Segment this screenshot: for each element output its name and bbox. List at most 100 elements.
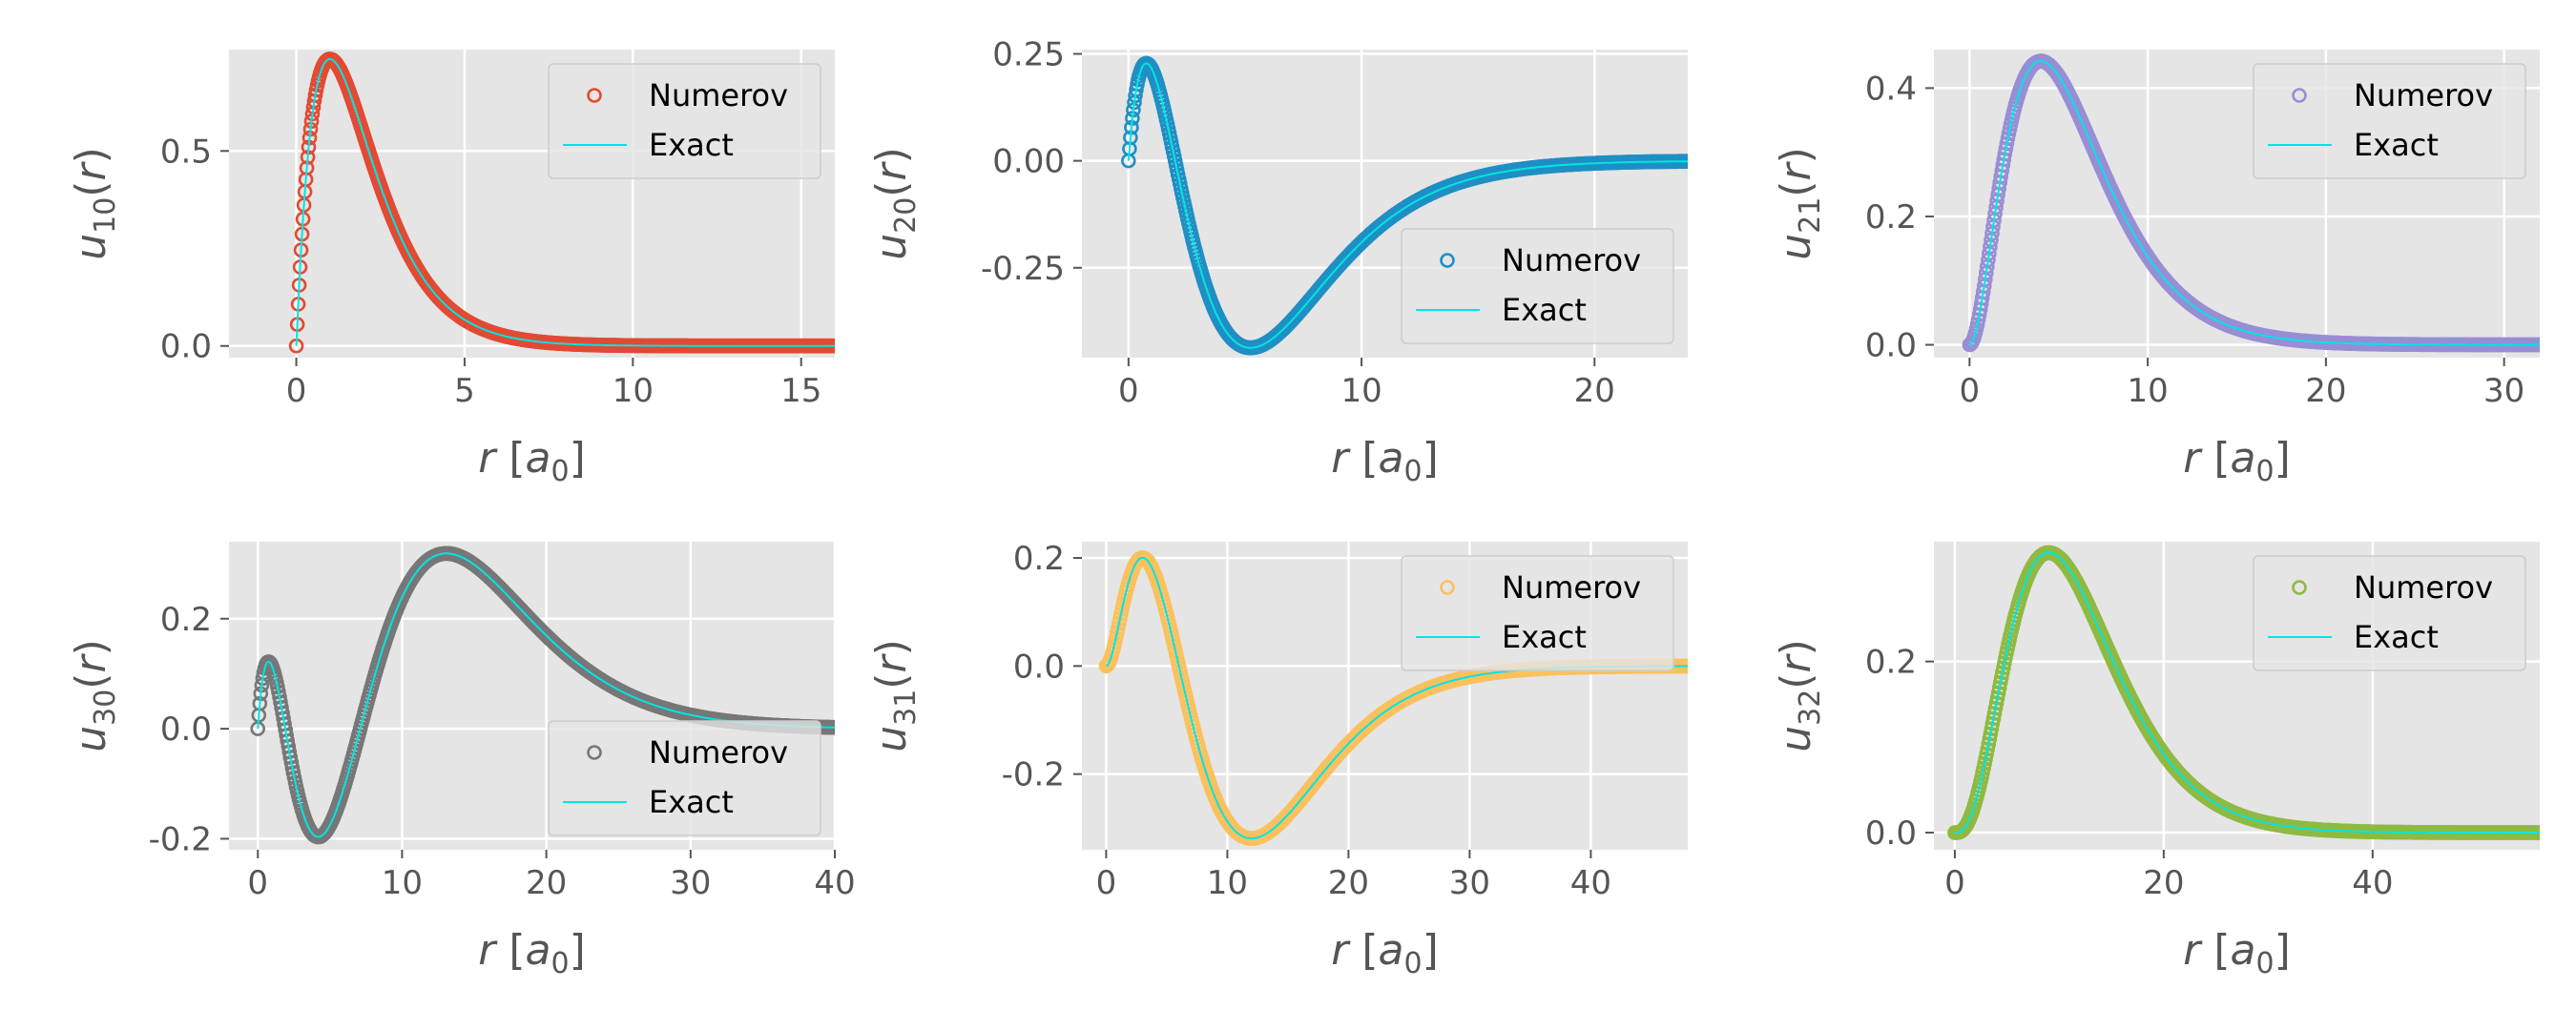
- legend-label-numerov: Numerov: [649, 77, 788, 113]
- x-tick-label: 10: [2127, 372, 2168, 410]
- numerov-point: [1704, 155, 1716, 168]
- panel-u30: 0 10 20 30 40 -0.2 0.0 0.2 r [a0] u30(r) Numerov Ex…: [67, 542, 856, 980]
- numerov-point: [852, 340, 864, 352]
- numerov-point: [1699, 155, 1712, 168]
- numerov-point: [1693, 155, 1706, 168]
- numerov-point: [2545, 339, 2558, 351]
- numerov-point: [846, 340, 859, 352]
- numerov-point: [856, 340, 868, 352]
- numerov-point: [2537, 339, 2540, 351]
- legend-box: [1401, 555, 1674, 671]
- x-tick-label: 0: [1944, 864, 1965, 902]
- y-tick-label: 0.0: [1013, 648, 1065, 686]
- panel-u21: 0 10 20 30 0.0 0.2 0.4 r [a0] u21(r) Numerov Exact: [1772, 50, 2563, 488]
- y-tick-label: 0.5: [160, 133, 212, 171]
- numerov-point: [1685, 660, 1688, 672]
- numerov-point: [2550, 339, 2563, 351]
- numerov-point: [1696, 155, 1709, 168]
- numerov-point: [843, 340, 856, 352]
- numerov-point: [2541, 827, 2553, 839]
- numerov-point: [2547, 339, 2560, 351]
- x-tick-label: 0: [247, 864, 268, 902]
- numerov-point: [2549, 339, 2562, 351]
- y-tick-label: 0.4: [1865, 70, 1917, 108]
- numerov-point: [841, 722, 854, 734]
- x-tick-label: 0: [1096, 864, 1117, 902]
- panel-u10: 0 5 10 15 0.0 0.5 r [a0] u10(r) Numerov Exact: [67, 50, 871, 488]
- x-tick-label: 20: [1574, 372, 1615, 410]
- legend-marker-numerov: [587, 745, 602, 760]
- x-axis-label: r [a0]: [1331, 926, 1438, 980]
- numerov-point: [1687, 664, 1688, 669]
- x-tick-label: 10: [382, 864, 423, 902]
- y-tick-label: -0.2: [149, 820, 212, 858]
- numerov-point: [2542, 827, 2554, 839]
- y-tick-label: 0.25: [992, 35, 1065, 73]
- numerov-point: [859, 340, 871, 352]
- numerov-point: [832, 340, 835, 352]
- x-tick-label: 5: [454, 372, 475, 410]
- x-tick-label: 30: [670, 864, 711, 902]
- panel-u32: 0 20 40 0.0 0.2 r [a0] u32(r) Numerov Exact: [1772, 542, 2554, 980]
- numerov-point: [847, 340, 860, 352]
- legend-label-exact: Exact: [1502, 619, 1587, 655]
- y-axis-label: u31(r): [867, 639, 923, 752]
- numerov-point: [848, 340, 861, 352]
- legend-box: [2253, 63, 2526, 179]
- numerov-point: [1702, 155, 1714, 168]
- numerov-point: [2537, 827, 2540, 838]
- x-tick-label: 30: [2483, 372, 2524, 410]
- panel-u31: 0 10 20 30 40 -0.2 0.0 0.2 r [a0] u31(r) Numerov Ex…: [867, 540, 1705, 980]
- legend: Numerov Exact: [548, 63, 821, 179]
- legend-label-numerov: Numerov: [1502, 569, 1641, 606]
- y-tick-label: 0.0: [1865, 327, 1917, 365]
- numerov-point: [850, 340, 862, 352]
- numerov-point: [1686, 662, 1688, 670]
- numerov-point: [1686, 156, 1688, 166]
- legend-marker-numerov: [1440, 580, 1455, 595]
- numerov-point: [1690, 660, 1702, 672]
- x-tick-label: 20: [2143, 864, 2184, 902]
- numerov-point: [851, 340, 863, 352]
- x-tick-label: 0: [1960, 372, 1981, 410]
- numerov-point: [855, 340, 867, 352]
- legend-label-exact: Exact: [2354, 619, 2439, 655]
- plot-area: [1121, 55, 1717, 356]
- numerov-point: [841, 340, 853, 352]
- x-tick-label: 10: [1207, 864, 1248, 902]
- numerov-point: [840, 722, 852, 734]
- numerov-point: [1693, 155, 1705, 168]
- numerov-point: [2543, 339, 2555, 351]
- legend: Numerov Exact: [1401, 555, 1674, 671]
- numerov-point: [1705, 155, 1717, 168]
- numerov-point: [1693, 660, 1705, 672]
- legend: Numerov Exact: [2253, 63, 2526, 179]
- legend-label-numerov: Numerov: [1502, 242, 1641, 278]
- legend-box: [548, 63, 821, 179]
- numerov-point: [1700, 155, 1713, 168]
- numerov-point: [1685, 155, 1688, 167]
- numerov-point: [1697, 155, 1710, 168]
- legend-label-numerov: Numerov: [2354, 569, 2493, 606]
- y-tick-label: 0.0: [160, 711, 212, 749]
- numerov-point: [837, 722, 849, 734]
- legend: Numerov Exact: [2253, 555, 2526, 671]
- numerov-point: [836, 721, 848, 733]
- legend-box: [548, 720, 821, 836]
- x-tick-label: 0: [286, 372, 307, 410]
- numerov-point: [844, 340, 857, 352]
- series-numerov: [1947, 545, 2554, 840]
- numerov-point: [1698, 155, 1711, 168]
- y-tick-label: 0.0: [160, 328, 212, 366]
- y-tick-label: 0.00: [992, 143, 1065, 181]
- numerov-point: [2548, 339, 2561, 351]
- x-axis-label: r [a0]: [1331, 434, 1438, 488]
- numerov-point: [837, 340, 849, 352]
- y-axis-label: u32(r): [1772, 639, 1827, 752]
- legend-marker-numerov: [587, 88, 602, 103]
- numerov-point: [841, 722, 853, 734]
- numerov-point: [857, 340, 869, 352]
- numerov-point: [1692, 155, 1704, 168]
- x-tick-label: 40: [814, 864, 855, 902]
- numerov-point: [2539, 342, 2540, 347]
